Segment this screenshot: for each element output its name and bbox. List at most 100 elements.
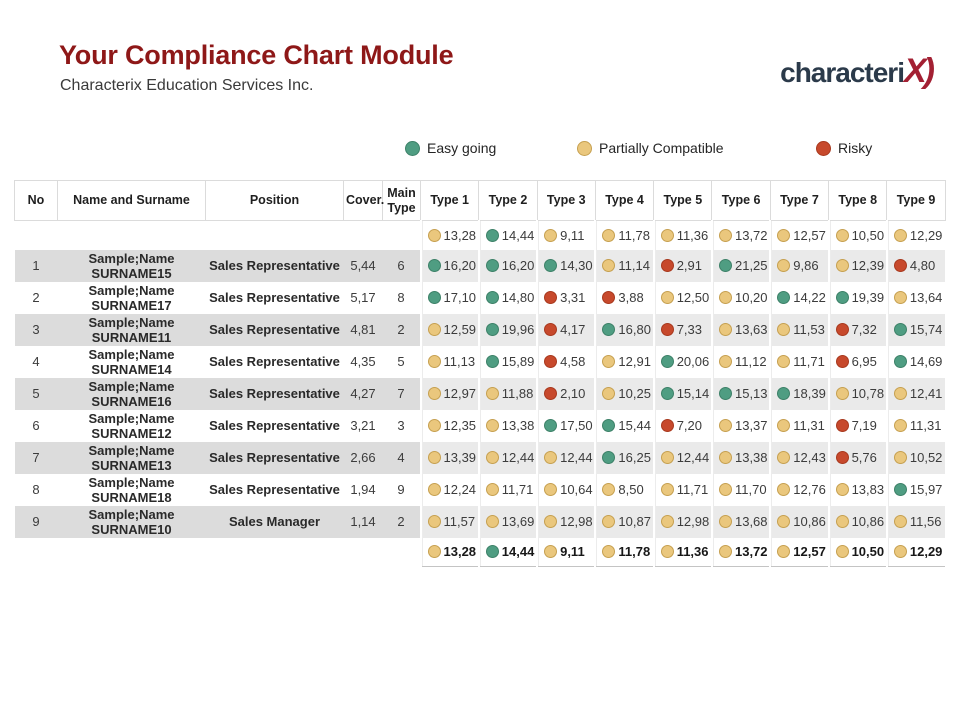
type-score-cell: 10,25: [594, 377, 654, 410]
partial-status-dot: [835, 228, 849, 242]
type-score-value: 12,41: [909, 386, 943, 401]
risky-status-dot: [544, 323, 558, 336]
table-row[interactable]: 8 Sample;Name SURNAME18 Sales Representati…: [15, 473, 946, 506]
column-header-no[interactable]: No: [14, 180, 58, 221]
type-score-value: 15,13: [734, 386, 768, 401]
column-header-type-8[interactable]: Type 8: [828, 180, 888, 221]
partial-status-dot: [718, 451, 732, 464]
column-header-cover-[interactable]: Cover.: [343, 180, 384, 221]
type-score-cell: 10,52: [885, 441, 946, 474]
easy-status-dot: [485, 291, 499, 304]
type-score-value: 10,52: [909, 450, 943, 465]
column-header-type-9[interactable]: Type 9: [886, 180, 946, 221]
partial-status-dot: [427, 545, 441, 559]
legend-item-risky[interactable]: Risky: [816, 140, 872, 156]
type-score-cell: 17,10: [419, 281, 479, 314]
table-row[interactable]: 2 Sample;Name SURNAME17 Sales Representati…: [15, 281, 946, 314]
type-score-cell: 19,39: [827, 281, 887, 314]
type-score-value: 15,97: [909, 482, 943, 497]
name-cell: Sample;Name SURNAME13: [57, 441, 206, 474]
type-score-cell: 11,36: [652, 220, 712, 250]
type-score-value: 12,91: [618, 354, 651, 369]
type-score-cell: 12,98: [652, 505, 712, 538]
position-cell: Sales Representative: [209, 482, 340, 497]
type-score-value: 6,95: [851, 354, 877, 369]
empty-cell: [205, 220, 344, 250]
type-score-cell: 10,86: [769, 505, 829, 538]
type-score-value: 15,14: [676, 386, 710, 401]
table-row[interactable]: 6 Sample;Name SURNAME12 Sales Representati…: [15, 409, 946, 442]
no-cell: 8: [32, 482, 40, 497]
easy-status-dot: [485, 323, 499, 336]
type-score-value: 11,31: [909, 418, 942, 433]
empty-cell: [343, 537, 383, 567]
column-header-type-3[interactable]: Type 3: [536, 180, 596, 221]
partial-status-dot: [602, 545, 616, 559]
column-header-type-6[interactable]: Type 6: [711, 180, 771, 221]
partial-status-dot: [544, 515, 558, 528]
logo-text: characteri: [780, 57, 905, 88]
cover-cell: 3,21: [350, 418, 376, 433]
legend-item-partial[interactable]: Partially Compatible: [577, 140, 724, 156]
column-header-type-1[interactable]: Type 1: [419, 180, 480, 221]
type-score-cell: 15,89: [477, 345, 538, 378]
empty-cell: [205, 537, 344, 567]
type-score-value: 12,57: [793, 227, 826, 243]
no-cell: 7: [14, 441, 58, 474]
type-score-cell: 13,68: [710, 505, 771, 538]
column-header-type-2[interactable]: Type 2: [478, 180, 538, 221]
table-row[interactable]: 1 Sample;Name SURNAME15 Sales Representati…: [14, 249, 946, 282]
name-cell: Sample;Name SURNAME12: [88, 410, 175, 441]
type-score-value: 14,44: [501, 544, 535, 560]
type-score-value: 9,11: [560, 227, 585, 243]
type-score-value: 7,19: [851, 418, 877, 433]
type-score-value: 11,70: [734, 482, 767, 497]
partial-status-dot: [835, 387, 849, 400]
partial-status-dot: [602, 387, 616, 400]
type-score-value: 13,38: [501, 418, 535, 433]
table-row[interactable]: 4 Sample;Name SURNAME14 Sales Representati…: [15, 345, 946, 378]
table-row[interactable]: 3 Sample;Name SURNAME11 Sales Representati…: [14, 313, 946, 346]
column-header-type-5[interactable]: Type 5: [653, 180, 713, 221]
column-header-type-4[interactable]: Type 4: [594, 180, 655, 221]
position-cell: Sales Manager: [205, 505, 344, 538]
type-score-cell: 12,24: [419, 473, 479, 506]
legend-item-easy[interactable]: Easy going: [405, 140, 496, 156]
table-row[interactable]: 5 Sample;Name SURNAME16 Sales Representati…: [14, 377, 946, 410]
partial-status-dot: [718, 228, 732, 242]
table-row[interactable]: 9 Sample;Name SURNAME10 Sales Manager 1,14 2…: [14, 505, 946, 538]
easy-status-dot: [660, 355, 674, 368]
column-header-type-7[interactable]: Type 7: [769, 180, 830, 221]
type-score-cell: 12,98: [536, 505, 596, 538]
legend-label: Partially Compatible: [599, 140, 724, 156]
type-score-cell: 13,63: [710, 313, 771, 346]
type-score-value: 11,36: [676, 544, 709, 560]
type-score-cell: 6,95: [827, 345, 887, 378]
type-score-value: 12,76: [793, 482, 826, 497]
type-score-value: 10,25: [618, 386, 651, 401]
type-score-cell: 16,25: [594, 441, 654, 474]
type-score-cell: 13,72: [710, 220, 771, 250]
type-score-value: 11,56: [909, 514, 942, 529]
type-score-cell: 10,20: [710, 281, 771, 314]
type-score-value: 13,83: [851, 482, 885, 497]
table-row[interactable]: 7 Sample;Name SURNAME13 Sales Representati…: [14, 441, 946, 474]
partial-status-dot: [485, 515, 499, 528]
type-score-value: 12,29: [909, 544, 943, 560]
column-header-name-and-surname[interactable]: Name and Surname: [57, 180, 206, 221]
type-score-value: 10,86: [793, 514, 826, 529]
type-score-cell: 11,13: [419, 345, 479, 378]
type-score-value: 5,76: [851, 450, 877, 465]
type-score-cell: 13,64: [885, 281, 946, 314]
no-cell: 4: [32, 354, 40, 369]
type-score-value: 13,68: [734, 514, 768, 529]
cover-cell: 4,81: [343, 313, 383, 346]
type-score-cell: 5,76: [827, 441, 887, 474]
column-header-position[interactable]: Position: [205, 180, 344, 221]
column-header-main-type[interactable]: Main Type: [382, 180, 421, 221]
type-score-value: 17,50: [560, 418, 593, 433]
type-score-value: 11,71: [676, 482, 709, 497]
empty-cell: [14, 220, 58, 250]
position-cell: Sales Representative: [209, 290, 340, 305]
easy-status-dot: [544, 259, 558, 272]
